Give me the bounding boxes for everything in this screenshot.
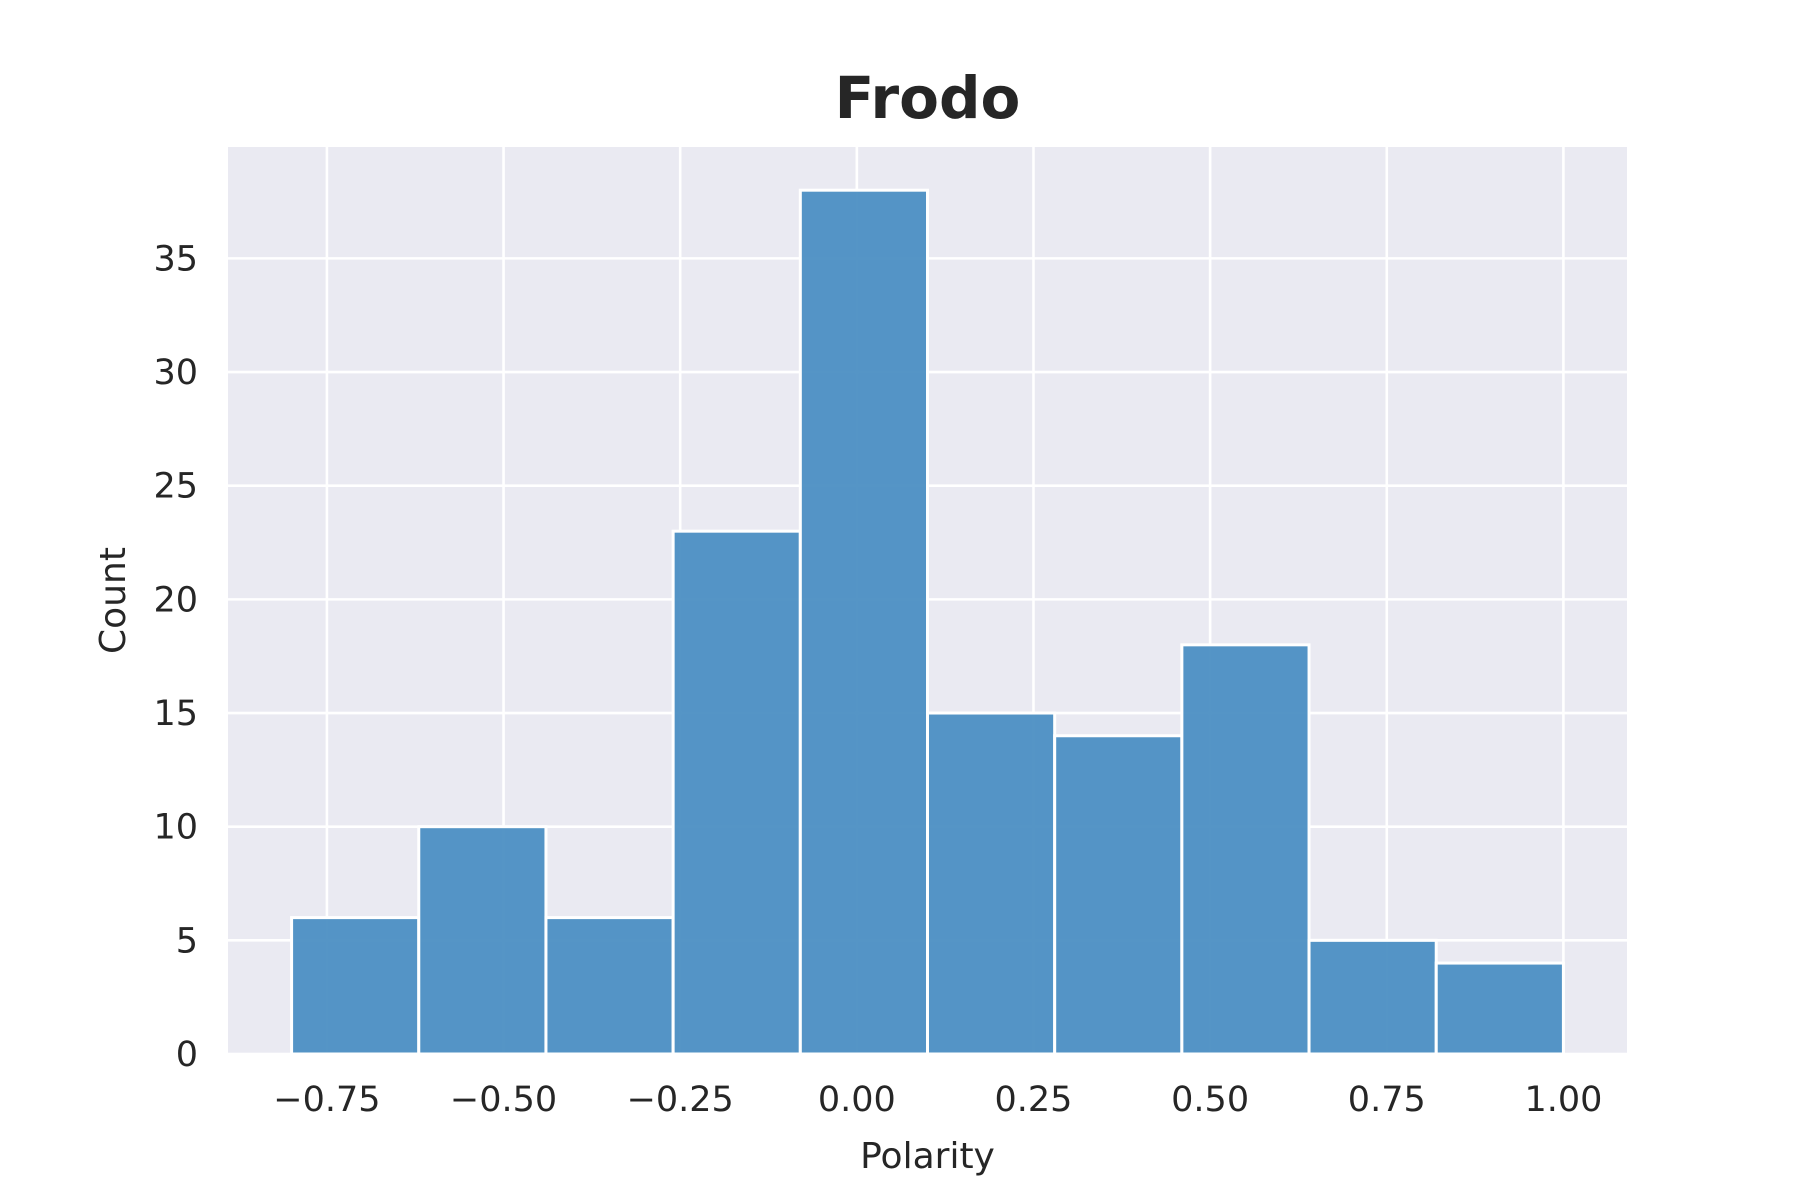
y-tick-label: 15 <box>153 694 198 734</box>
bars <box>290 188 1565 1056</box>
x-tick-label: 0.00 <box>818 1080 896 1120</box>
y-tick-label: 35 <box>153 239 198 279</box>
x-tick-label: 0.50 <box>1171 1080 1249 1120</box>
histogram-bar-6 <box>926 711 1057 1056</box>
histogram-bar-7 <box>1053 734 1184 1056</box>
y-tick-label: 10 <box>153 808 198 848</box>
histogram-bar-3 <box>544 916 675 1056</box>
y-tick-label: 25 <box>153 467 198 507</box>
x-tick-label: −0.25 <box>627 1080 734 1120</box>
y-tick-label: 30 <box>153 353 198 393</box>
y-tick-label: 5 <box>176 921 198 961</box>
x-tick-label: −0.75 <box>273 1080 380 1120</box>
y-tick-label: 0 <box>176 1035 198 1075</box>
histogram-bar-10 <box>1434 961 1565 1056</box>
x-axis-label: Polarity <box>860 1136 995 1177</box>
histogram-bar-1 <box>290 916 421 1056</box>
chart-title: Frodo <box>835 64 1021 132</box>
x-tick-label: 0.75 <box>1348 1080 1426 1120</box>
x-tick-labels: −0.75 −0.50 −0.25 0.00 0.25 0.50 0.75 1.00 <box>273 1080 1602 1120</box>
histogram-bar-8 <box>1180 643 1311 1056</box>
y-tick-labels: 0 5 10 15 20 25 30 35 <box>153 239 198 1075</box>
histogram-bar-4 <box>671 529 802 1056</box>
x-tick-label: −0.50 <box>450 1080 557 1120</box>
y-axis-label: Count <box>93 547 134 654</box>
x-tick-label: 0.25 <box>995 1080 1073 1120</box>
x-tick-label: 1.00 <box>1524 1080 1602 1120</box>
histogram-bar-5 <box>798 188 929 1056</box>
histogram-bar-9 <box>1307 938 1438 1056</box>
y-tick-label: 20 <box>153 580 198 620</box>
histogram-bar-2 <box>417 825 548 1056</box>
